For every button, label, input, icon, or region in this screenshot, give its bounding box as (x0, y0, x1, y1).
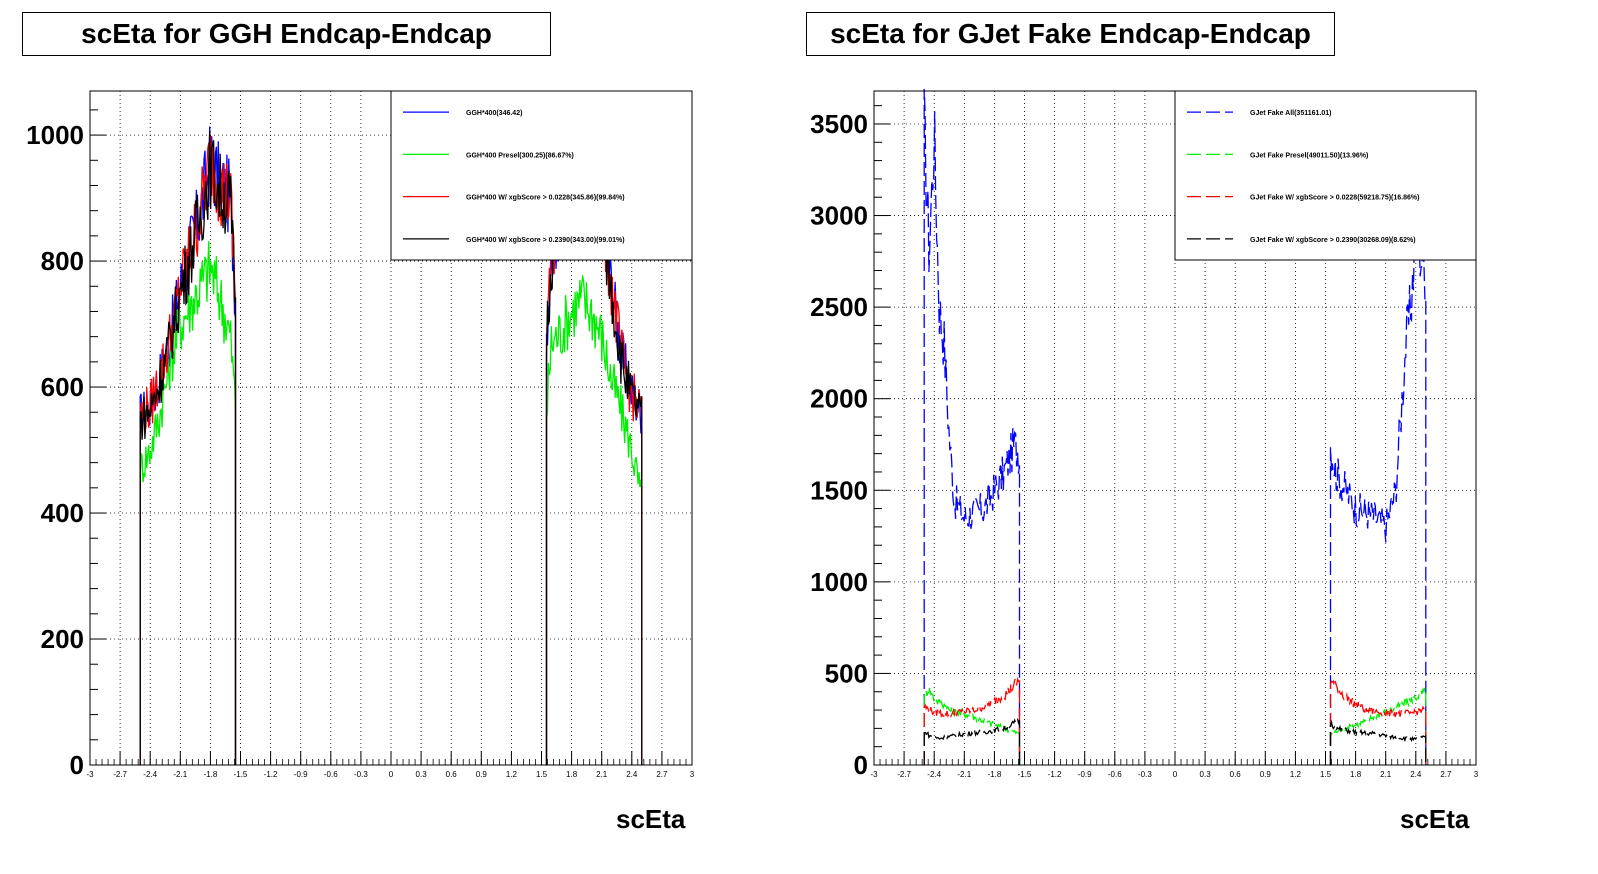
x-tick-label: 2.7 (656, 770, 668, 779)
series-line (139, 135, 237, 765)
x-tick-label: 3 (1474, 770, 1479, 779)
series-line (1329, 719, 1427, 765)
x-tick-label: 2.4 (626, 770, 638, 779)
y-tick-label: 400 (41, 498, 84, 528)
x-tick-label: -1.2 (264, 770, 278, 779)
chart-ggh: -3 -2.7 -2.4 -2.1 -1.8 -1.5 -1.2 -0.9 -0.6 -0.3 0 0… (26, 90, 695, 780)
x-tick-label: -0.9 (294, 770, 308, 779)
series-line (1329, 679, 1427, 765)
x-tick-label: 1.2 (506, 770, 518, 779)
series-line (1329, 209, 1427, 765)
x-tick-label: 1.8 (566, 770, 578, 779)
x-tick-label: -2.7 (897, 770, 911, 779)
y-tick-label: 0 (854, 750, 868, 780)
series-line (923, 88, 1021, 765)
x-tick-label: 2.7 (1440, 770, 1452, 779)
x-tick-label: 0 (1173, 770, 1178, 779)
x-tick-label: 3 (690, 770, 695, 779)
x-tick-label: 1.8 (1350, 770, 1362, 779)
x-tick-label: -0.3 (1138, 770, 1152, 779)
series-line (139, 241, 237, 765)
x-tick-label: -2.7 (113, 770, 127, 779)
x-tick-label: -2.1 (957, 770, 971, 779)
legend-label: GJet Fake W/ xgbScore > 0.0228(59218.75)… (1250, 195, 1419, 202)
series-line (139, 131, 237, 765)
x-axis-title: scEta (1400, 804, 1470, 834)
x-tick-label: -1.8 (988, 770, 1002, 779)
x-tick-label: -1.5 (1018, 770, 1032, 779)
x-tick-label: 1.5 (1320, 770, 1332, 779)
x-tick-label: 0.6 (446, 770, 458, 779)
legend-label: GGH*400 W/ xgbScore > 0.2390(343.00)(99.… (466, 237, 625, 244)
chart-panel-gjet: -3 -2.7 -2.4 -2.1 -1.8 -1.5 -1.2 -0.9 -0.6 -0.3 0 0… (784, 0, 1583, 874)
legend-label: GGH*400(346.42) (466, 110, 522, 117)
y-tick-label: 3500 (810, 109, 868, 139)
legend-label: GGH*400 W/ xgbScore > 0.0228(345.86)(99.… (466, 195, 625, 202)
y-tick-label: 1000 (26, 120, 84, 150)
legend-box (1174, 90, 1477, 261)
series-line (545, 275, 643, 765)
x-tick-label: -0.6 (1108, 770, 1122, 779)
x-tick-label: 1.2 (1290, 770, 1302, 779)
x-tick-label: -1.5 (234, 770, 248, 779)
series-line (923, 718, 1021, 765)
chart-panel-ggh: -3 -2.7 -2.4 -2.1 -1.8 -1.5 -1.2 -0.9 -0.6 -0.3 0 0… (22, 12, 695, 834)
series-line (923, 676, 1021, 765)
y-tick-label: 200 (41, 624, 84, 654)
x-tick-label: 0.9 (1260, 770, 1272, 779)
y-tick-label: 2500 (810, 292, 868, 322)
x-tick-label: 1.5 (536, 770, 548, 779)
x-tick-label: 2.1 (1380, 770, 1392, 779)
x-tick-label: 0.3 (416, 770, 428, 779)
x-tick-label: -2.4 (143, 770, 157, 779)
legend-label: GGH*400 Presel(300.25)(86.67%) (466, 152, 574, 159)
y-tick-label: 600 (41, 372, 84, 402)
x-tick-label: 0 (389, 770, 394, 779)
x-tick-label: 0.9 (476, 770, 488, 779)
x-tick-label: 0.3 (1200, 770, 1212, 779)
legend-label: GJet Fake W/ xgbScore > 0.2390(30268.09)… (1250, 237, 1416, 244)
x-tick-label: -3 (870, 770, 878, 779)
x-tick-label: -0.9 (1078, 770, 1092, 779)
y-tick-label: 800 (41, 246, 84, 276)
legend-box (390, 90, 693, 261)
chart-title: scEta for GGH Endcap-Endcap (22, 12, 551, 56)
x-tick-label: -0.6 (324, 770, 338, 779)
chart-title: scEta for GJet Fake Endcap-Endcap (806, 12, 1335, 56)
y-tick-label: 3000 (810, 201, 868, 231)
y-tick-label: 2000 (810, 384, 868, 414)
y-tick-label: 0 (70, 750, 84, 780)
legend-label: GJet Fake All(351161.01) (1250, 110, 1331, 117)
y-tick-label: 500 (825, 658, 868, 688)
y-tick-label: 1000 (810, 567, 868, 597)
x-tick-label: -0.3 (354, 770, 368, 779)
x-tick-label: -3 (86, 770, 94, 779)
chart-gjet: -3 -2.7 -2.4 -2.1 -1.8 -1.5 -1.2 -0.9 -0.6 -0.3 0 0… (810, 88, 1479, 780)
x-tick-label: -1.2 (1048, 770, 1062, 779)
x-axis-title: scEta (616, 804, 686, 834)
x-tick-label: 2.1 (596, 770, 608, 779)
x-tick-label: -2.4 (927, 770, 941, 779)
series-line (1329, 686, 1427, 765)
legend-label: GJet Fake Presel(49011.50)(13.96%) (1250, 152, 1368, 159)
y-tick-label: 1500 (810, 475, 868, 505)
x-tick-label: -1.8 (204, 770, 218, 779)
x-tick-label: 2.4 (1410, 770, 1422, 779)
x-tick-label: 0.6 (1230, 770, 1242, 779)
x-tick-label: -2.1 (173, 770, 187, 779)
